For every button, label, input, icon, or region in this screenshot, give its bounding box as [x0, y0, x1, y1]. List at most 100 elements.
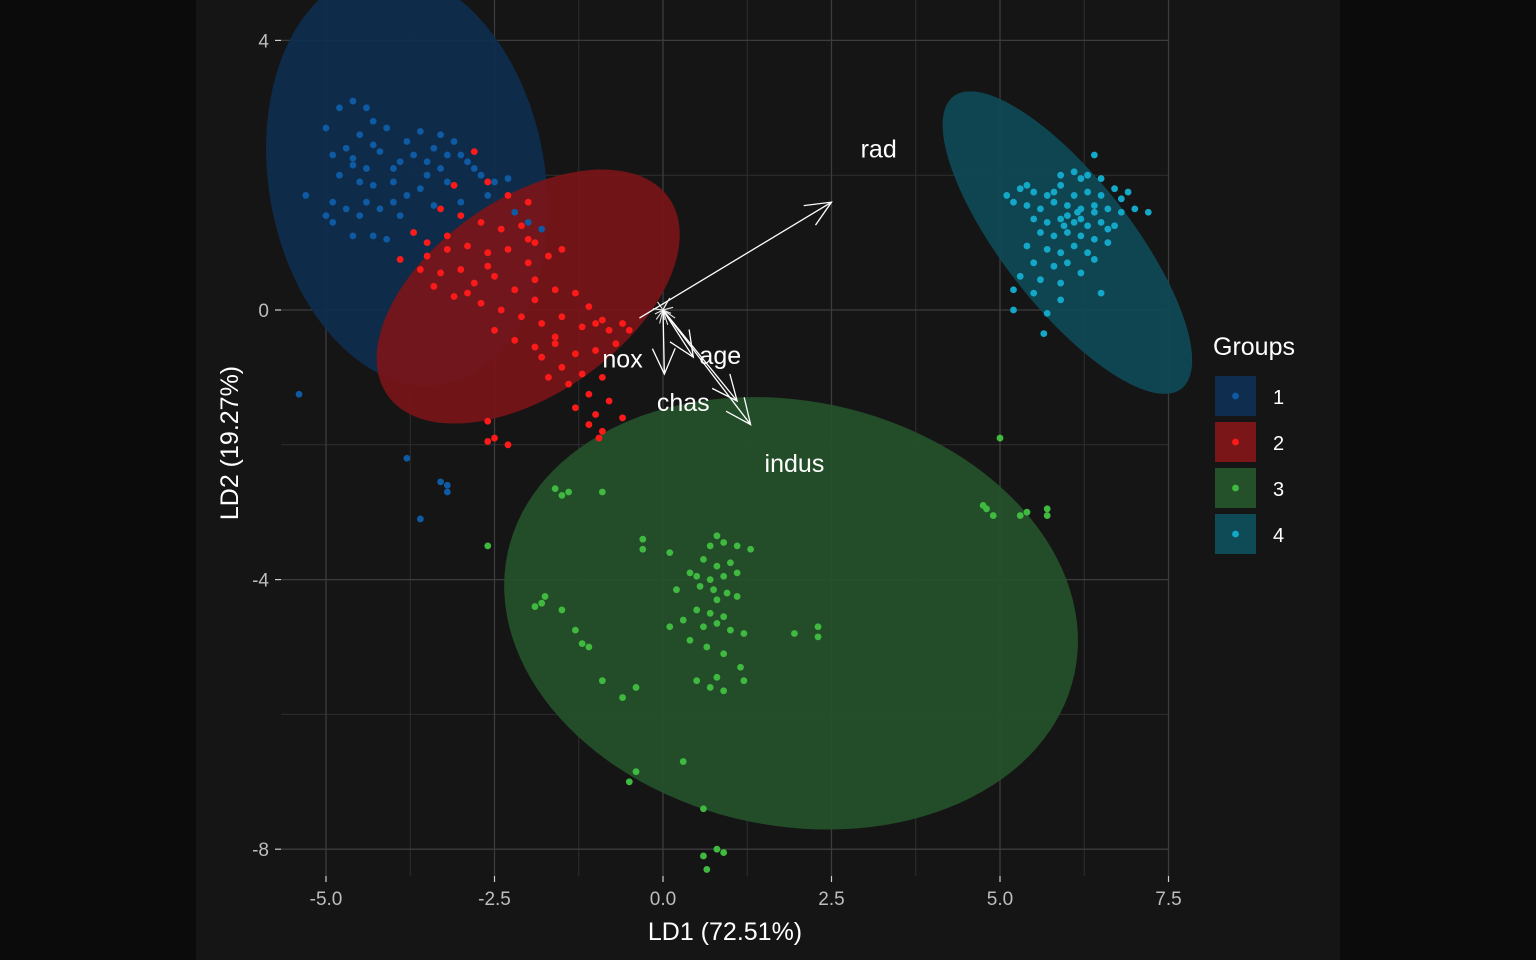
point-group-2 — [592, 347, 599, 354]
point-group-4 — [1111, 222, 1118, 230]
point-group-3 — [814, 623, 822, 631]
point-group-3 — [1043, 505, 1051, 513]
point-group-3 — [706, 684, 714, 691]
point-group-4 — [1040, 330, 1048, 337]
point-group-3 — [1023, 508, 1031, 516]
loading-label-indus: indus — [765, 450, 825, 478]
point-group-2 — [595, 434, 603, 442]
point-group-1 — [430, 202, 438, 209]
point-group-2 — [598, 374, 606, 381]
legend-label-1: 1 — [1273, 387, 1284, 409]
point-group-2 — [625, 326, 633, 334]
point-group-2 — [470, 148, 478, 156]
point-group-2 — [531, 239, 539, 247]
point-group-4 — [1037, 276, 1044, 284]
point-group-1 — [342, 205, 350, 213]
point-group-4 — [1070, 168, 1078, 176]
point-group-1 — [322, 212, 330, 220]
point-group-2 — [410, 229, 418, 236]
point-group-1 — [329, 198, 337, 206]
point-group-2 — [457, 212, 465, 220]
point-group-4 — [1077, 175, 1085, 182]
y-axis: 4 0 -4 -8 — [252, 31, 281, 861]
point-group-1 — [511, 208, 519, 216]
loading-arrow-chas — [662, 309, 752, 425]
loading-label-chas: chas — [657, 389, 710, 417]
point-group-1 — [356, 131, 364, 139]
point-group-3 — [706, 576, 714, 583]
point-group-2 — [619, 320, 626, 327]
point-group-3 — [720, 687, 728, 695]
x-tick-label: 5.0 — [987, 889, 1013, 910]
point-group-1 — [430, 144, 438, 152]
point-group-3 — [733, 569, 741, 577]
point-group-1 — [423, 158, 431, 166]
point-group-3 — [598, 488, 606, 496]
point-group-4 — [1064, 202, 1071, 209]
point-group-1 — [383, 235, 391, 243]
point-group-4 — [1010, 198, 1017, 206]
point-group-4 — [1144, 208, 1152, 216]
point-group-3 — [713, 620, 721, 627]
point-group-1 — [363, 198, 370, 206]
point-group-1 — [363, 165, 370, 172]
point-group-4 — [1064, 212, 1071, 220]
point-group-3 — [713, 845, 721, 853]
point-group-3 — [686, 569, 694, 577]
point-group-3 — [720, 650, 728, 658]
loading-label-nox: nox — [602, 345, 643, 373]
point-group-4 — [1077, 232, 1085, 240]
point-group-2 — [464, 242, 471, 250]
point-group-2 — [491, 434, 498, 442]
point-group-3 — [727, 626, 734, 634]
point-group-2 — [484, 262, 492, 270]
point-group-4 — [1057, 249, 1065, 257]
point-group-4 — [1043, 245, 1051, 253]
point-group-3 — [700, 623, 707, 631]
point-group-2 — [558, 363, 566, 371]
point-group-1 — [336, 171, 343, 179]
point-group-2 — [551, 333, 559, 341]
point-group-1 — [416, 185, 424, 193]
point-group-2 — [571, 289, 579, 297]
point-group-1 — [457, 198, 465, 206]
y-tick-label: -8 — [252, 840, 269, 861]
point-group-2 — [477, 218, 485, 226]
x-tick-label: 0.0 — [650, 889, 676, 910]
point-group-3 — [706, 542, 714, 550]
point-group-3 — [632, 768, 640, 776]
point-group-2 — [558, 313, 566, 321]
point-group-4 — [1043, 309, 1051, 317]
point-group-2 — [571, 350, 579, 358]
point-group-3 — [693, 677, 701, 685]
point-group-4 — [1064, 229, 1071, 236]
point-group-2 — [612, 340, 620, 348]
point-group-4 — [1104, 239, 1112, 247]
loading-arrow-chas-head — [725, 397, 752, 426]
point-group-2 — [524, 259, 532, 267]
point-group-3 — [625, 778, 633, 786]
point-group-4 — [1090, 256, 1098, 263]
point-group-1 — [396, 212, 404, 220]
point-group-2 — [396, 256, 404, 263]
point-group-4 — [1057, 171, 1065, 179]
point-group-1 — [369, 232, 377, 240]
loading-arrow-minor — [662, 309, 676, 319]
point-group-3 — [619, 694, 626, 701]
point-group-4 — [1030, 289, 1038, 297]
point-group-2 — [484, 178, 492, 186]
point-group-2 — [511, 286, 519, 294]
point-group-2 — [430, 283, 438, 290]
point-group-3 — [791, 630, 798, 637]
point-group-3 — [484, 542, 492, 550]
point-group-4 — [1037, 229, 1044, 236]
scatter-points — [295, 97, 1152, 873]
point-group-4 — [1070, 192, 1078, 199]
point-group-3 — [740, 677, 748, 685]
legend-dot-1 — [1232, 392, 1239, 400]
point-group-4 — [1070, 242, 1078, 250]
legend-label-3: 3 — [1273, 479, 1284, 501]
point-group-4 — [1050, 198, 1058, 206]
legend-dot-2 — [1232, 438, 1239, 446]
point-group-4 — [1050, 232, 1058, 240]
